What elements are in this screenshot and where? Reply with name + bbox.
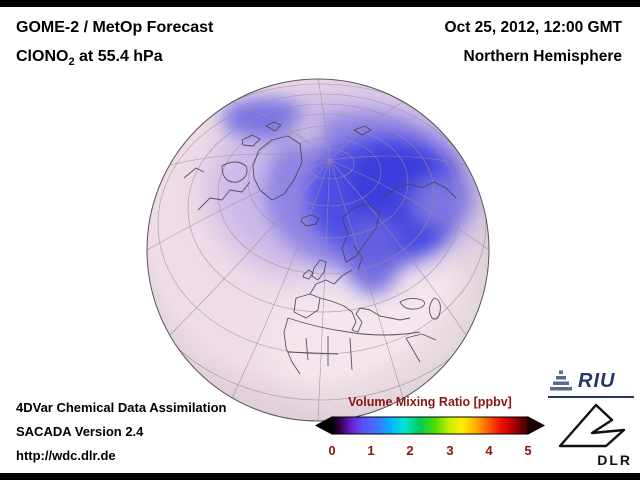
datetime-block: Oct 25, 2012, 12:00 GMT Northern Hemisph… [445,13,622,71]
top-black-bar [0,0,640,7]
colorbar-ticks: 0 1 2 3 4 5 [312,443,548,458]
tick-1: 1 [367,443,375,458]
colorbar [314,416,546,435]
riu-logo: RIU [548,368,634,400]
bottom-black-bar [0,473,640,480]
level-label: at 55.4 hPa [74,48,163,65]
plot-title-block: GOME-2 / MetOp Forecast ClONO2 at 55.4 h… [16,13,213,77]
colorbar-gradient [331,416,529,435]
riu-logo-text: RIU [578,369,616,392]
tick-3: 3 [446,443,454,458]
url-label: http://wdc.dlr.de [16,448,116,463]
species-label: ClONO [16,48,69,65]
globe-map [146,78,490,422]
datetime-label: Oct 25, 2012, 12:00 GMT [444,19,622,36]
title-line1: GOME-2 / MetOp Forecast [16,19,214,36]
tick-2: 2 [406,443,414,458]
dlr-bird-icon [558,403,626,448]
riu-logo-icon [550,370,572,391]
hemisphere-label: Northern Hemisphere [463,48,622,65]
tick-5: 5 [524,443,532,458]
tick-0: 0 [328,443,336,458]
species-subscript: 2 [68,56,75,69]
colorbar-right-arrow [527,416,546,435]
colorbar-left-arrow [314,416,333,435]
version-label: SACADA Version 2.4 [16,424,144,439]
title-line2: ClONO2 at 55.4 hPa [16,42,213,77]
dlr-logo: DLR [556,400,634,468]
assimilation-label: 4DVar Chemical Data Assimilation [16,400,227,415]
tick-4: 4 [485,443,493,458]
riu-logo-inner: RIU [548,368,634,398]
dlr-logo-text: DLR [597,452,632,468]
colorbar-title: Volume Mixing Ratio [ppbv] [348,395,512,409]
credits-block: 4DVar Chemical Data Assimilation SACADA … [16,396,227,468]
globe-limb [146,78,490,422]
